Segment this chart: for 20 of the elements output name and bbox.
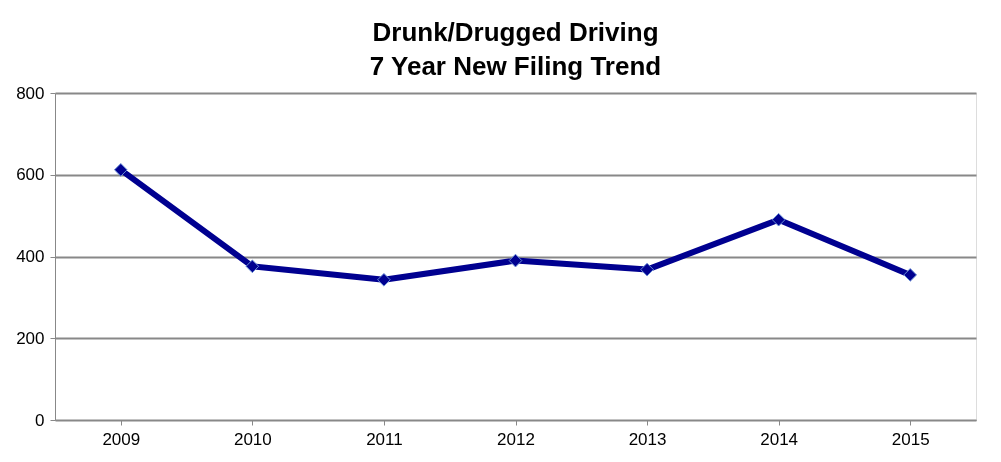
x-tick-label: 2014: [760, 429, 799, 449]
y-tick-label: 400: [16, 247, 45, 266]
point: [245, 259, 260, 274]
chart-title: Drunk/Drugged Driving 7 Year New Filing Trend: [369, 17, 662, 81]
x-tick-label: 2009: [102, 429, 141, 449]
x-tick-label: 2010: [233, 429, 272, 449]
x-tick-label: 2015: [891, 429, 930, 449]
y-tick-label: 200: [16, 328, 45, 348]
point: [113, 163, 128, 177]
point: [640, 262, 654, 277]
point: [508, 253, 523, 268]
point: [771, 212, 786, 227]
point: [377, 272, 391, 287]
x-tick-label: 2011: [366, 429, 403, 449]
point: [903, 268, 918, 282]
x-tick-label: 2012: [497, 429, 535, 449]
x-tick-label: 2013: [628, 429, 667, 449]
y-tick-label: 0: [35, 410, 45, 430]
y-tick-label: 600: [16, 165, 45, 185]
y-tick-label: 800: [16, 83, 45, 103]
